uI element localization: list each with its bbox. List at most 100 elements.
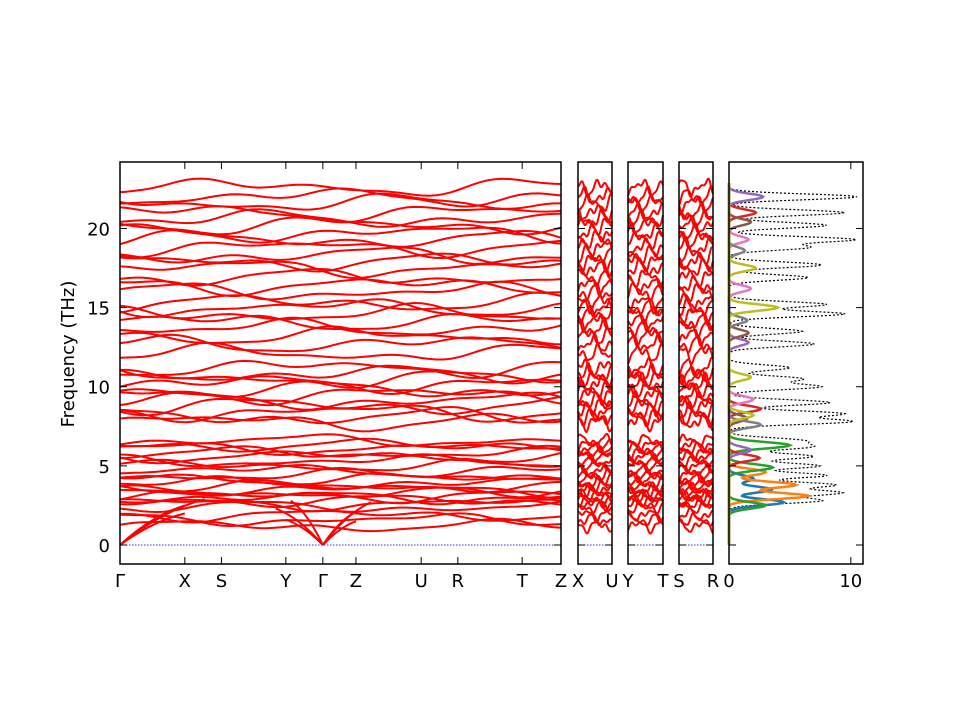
band-line <box>627 298 664 317</box>
dos-panel-frame <box>728 161 864 565</box>
k-point-label: U <box>605 571 618 592</box>
band-line <box>577 254 613 273</box>
band-line <box>627 269 664 289</box>
y-tick-label: 5 <box>99 457 110 478</box>
band-line <box>119 491 562 506</box>
band-line <box>119 466 562 481</box>
band-line <box>119 375 562 396</box>
band-line <box>577 316 613 335</box>
band-line <box>678 382 714 402</box>
band-line <box>119 472 562 486</box>
band-line <box>627 313 664 332</box>
band-line <box>627 342 664 365</box>
partial-dos-curve <box>727 183 756 545</box>
band-line <box>577 369 613 390</box>
band-line <box>627 412 664 433</box>
band-line <box>627 201 664 221</box>
band-line <box>577 472 613 486</box>
acoustic-branch <box>119 498 206 546</box>
band-line <box>627 433 664 448</box>
band-line <box>678 269 714 289</box>
k-point-label: U <box>415 571 428 592</box>
band-line <box>119 298 562 319</box>
band-line <box>678 185 714 207</box>
band-line <box>678 368 714 390</box>
band-line <box>678 409 714 429</box>
band-line <box>119 246 562 265</box>
band-panel-frame <box>678 161 714 565</box>
y-tick-label: 15 <box>87 299 110 320</box>
band-panel-frame <box>627 161 664 565</box>
k-point-label: Z <box>350 571 362 592</box>
y-tick-label: 0 <box>99 536 110 557</box>
band-line <box>678 493 714 508</box>
k-point-label: R <box>452 571 465 592</box>
y-axis-label: Frequency (THz) <box>58 281 79 428</box>
y-tick-label: 20 <box>87 219 110 240</box>
band-line <box>627 488 664 503</box>
dos-x-tick-label: 0 <box>723 571 734 592</box>
band-line <box>627 500 664 515</box>
band-line <box>577 432 613 447</box>
band-line <box>577 474 613 490</box>
band-line <box>119 208 562 228</box>
band-line <box>627 521 664 535</box>
k-point-label: T <box>516 571 529 592</box>
band-line <box>678 312 714 332</box>
band-line <box>577 295 613 315</box>
k-point-label: X <box>179 571 191 592</box>
band-line <box>678 283 714 303</box>
band-line <box>627 185 664 204</box>
band-lines <box>119 177 714 546</box>
band-line <box>627 297 664 315</box>
band-line <box>627 509 664 524</box>
band-line <box>678 433 714 449</box>
band-line <box>119 341 562 361</box>
band-line <box>119 444 562 460</box>
y-tick-label: 10 <box>87 378 110 399</box>
band-line <box>119 291 562 314</box>
band-line <box>678 475 714 491</box>
band-line <box>577 259 613 279</box>
k-point-label: S <box>216 571 227 592</box>
band-line <box>119 313 562 330</box>
band-line <box>119 301 562 321</box>
band-line <box>577 513 613 527</box>
band-panel-frame <box>119 161 562 565</box>
band-line <box>119 478 562 494</box>
band-line <box>119 364 562 385</box>
band-line <box>627 357 664 378</box>
dos-x-tick-label: 10 <box>839 571 862 592</box>
band-line <box>577 445 613 461</box>
band-line <box>678 506 714 522</box>
total-dos-curve <box>728 183 857 545</box>
band-line <box>119 325 562 346</box>
band-line <box>577 361 613 381</box>
k-point-label: Γ <box>115 571 125 592</box>
band-line <box>627 193 664 213</box>
band-line <box>678 328 714 347</box>
band-line <box>678 356 714 377</box>
band-line <box>678 251 714 273</box>
band-line <box>678 177 714 198</box>
band-line <box>627 447 664 462</box>
k-point-label: Y <box>279 571 292 592</box>
k-point-label: S <box>673 571 684 592</box>
axes <box>119 161 864 565</box>
band-line <box>577 402 613 423</box>
band-line <box>119 260 562 280</box>
band-line <box>577 333 613 352</box>
band-line <box>119 278 562 297</box>
band-line <box>678 346 714 366</box>
k-point-label: X <box>572 571 584 592</box>
band-line <box>627 245 664 265</box>
k-point-label: R <box>707 571 720 592</box>
band-line <box>627 481 664 495</box>
acoustic-branch <box>119 512 186 546</box>
band-line <box>627 178 664 197</box>
band-line <box>577 304 613 325</box>
band-line <box>577 484 613 499</box>
acoustic-branch <box>322 501 372 546</box>
band-line <box>119 512 562 528</box>
